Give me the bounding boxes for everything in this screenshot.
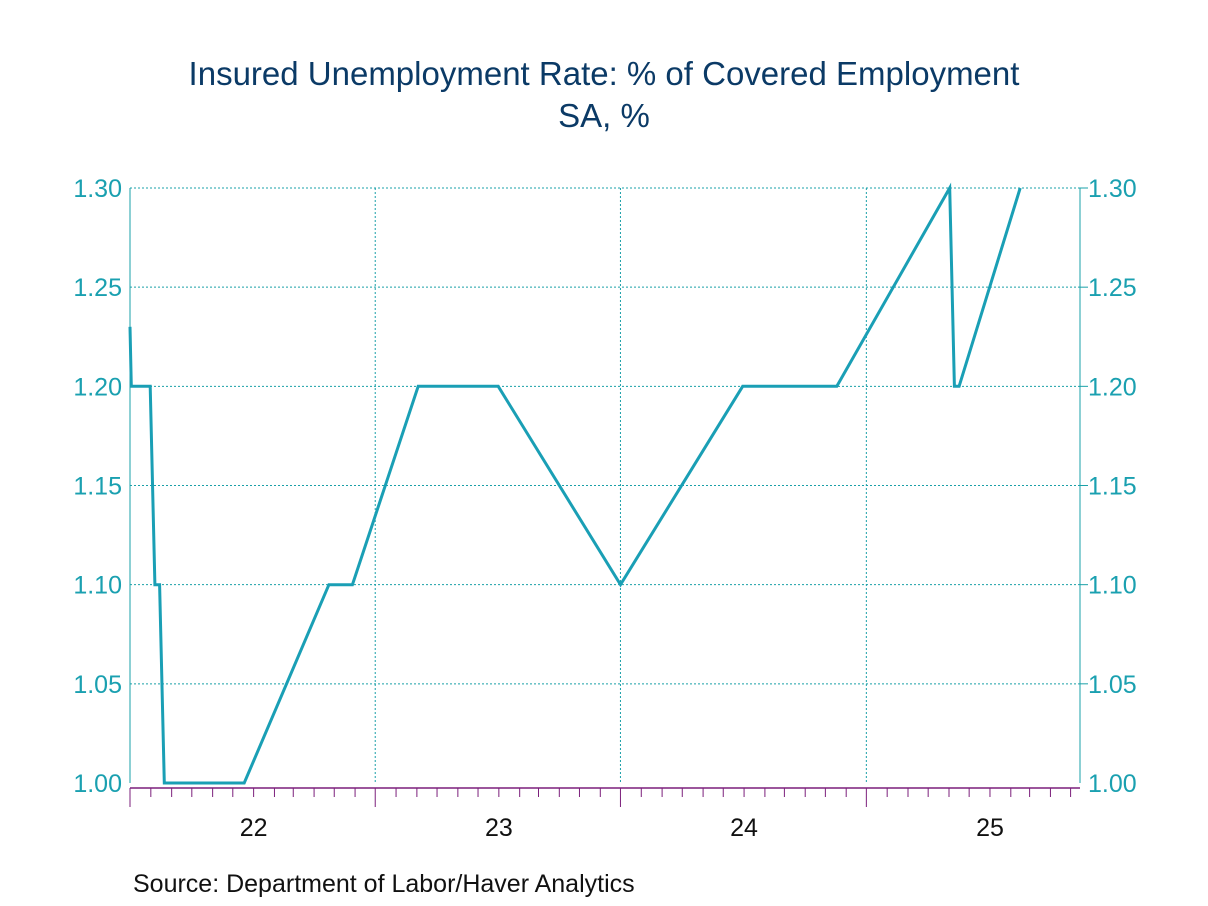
- y-tick-label-right: 1.15: [1088, 473, 1137, 501]
- y-axis-right: 1.00 1.05 1.10 1.15 1.20 1.25 1.30: [1088, 175, 1137, 798]
- x-axis: 22 23 24 25: [129, 787, 1080, 842]
- y-tick-label-left: 1.30: [73, 175, 122, 203]
- y-tick-label-left: 1.10: [73, 572, 122, 600]
- y-tick-label-right: 1.10: [1088, 572, 1137, 600]
- y-tick-label-right: 1.00: [1088, 770, 1137, 798]
- y-tick-label-right: 1.25: [1088, 274, 1137, 302]
- y-tick-label-right: 1.20: [1088, 373, 1137, 401]
- chart-subtitle: SA, %: [558, 97, 650, 134]
- y-tick-label-left: 1.25: [73, 274, 122, 302]
- y-axis-left: 1.00 1.05 1.10 1.15 1.20 1.25 1.30: [73, 175, 122, 798]
- y-tick-label-left: 1.20: [73, 373, 122, 401]
- source-note: Source: Department of Labor/Haver Analyt…: [133, 870, 635, 898]
- y-tick-label-right: 1.30: [1088, 175, 1137, 203]
- grid: [129, 187, 1088, 783]
- y-tick-label-left: 1.15: [73, 473, 122, 501]
- x-tick-label: 23: [485, 814, 513, 842]
- x-tick-label: 24: [730, 814, 758, 842]
- x-tick-label: 25: [976, 814, 1004, 842]
- y-tick-label-left: 1.05: [73, 671, 122, 699]
- series-group: [128, 182, 1022, 785]
- y-tick-label-left: 1.00: [73, 770, 122, 798]
- series-line: [128, 182, 1022, 785]
- chart-title: Insured Unemployment Rate: % of Covered …: [188, 55, 1020, 92]
- x-tick-label: 22: [240, 814, 268, 842]
- y-tick-label-right: 1.05: [1088, 671, 1137, 699]
